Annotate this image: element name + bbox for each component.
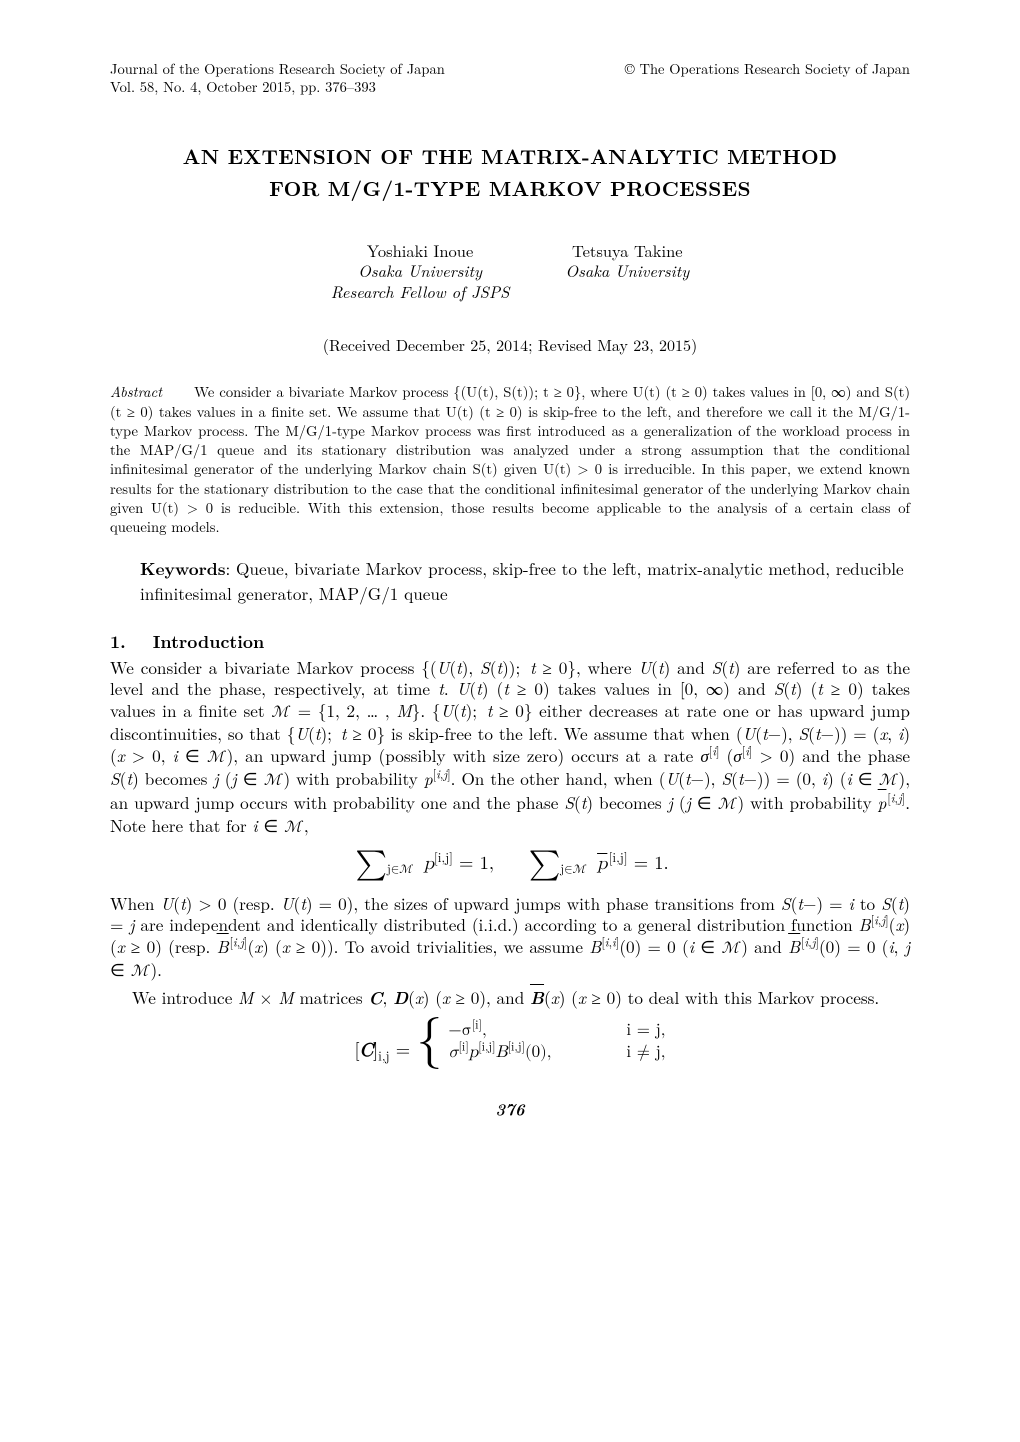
section-num: 1.: [110, 629, 126, 654]
author-affil: Osaka University: [331, 260, 510, 281]
copyright: © The Operations Research Society of Jap…: [625, 60, 910, 96]
journal-line: Vol. 58, No. 4, October 2015, pp. 376–39…: [110, 78, 445, 96]
body-text: We consider a bivariate Markov process {…: [110, 657, 910, 1063]
author-affil: Osaka University: [565, 260, 689, 281]
author-name: Yoshiaki Inoue: [331, 240, 510, 261]
journal-info: Journal of the Operations Research Socie…: [110, 60, 445, 96]
section-heading: 1. Introduction: [110, 631, 910, 653]
abstract-text: We consider a bivariate Markov process {…: [110, 382, 910, 537]
journal-line: Journal of the Operations Research Socie…: [110, 60, 445, 78]
paragraph: When U(t) > 0 (resp. U(t) = 0), the size…: [110, 893, 910, 983]
paper-title-line1: AN EXTENSION OF THE MATRIX-ANALYTIC METH…: [110, 144, 910, 170]
abstract: Abstract We consider a bivariate Markov …: [110, 383, 910, 537]
author-affil: Research Fellow of JSPS: [331, 281, 510, 302]
paragraph: We consider a bivariate Markov process {…: [110, 657, 910, 839]
equation-display: [C]i,j = { −σ[i], i = j, σ[i]p[i,j]B[i,j…: [110, 1020, 910, 1063]
authors-block: Yoshiaki Inoue Osaka University Research…: [110, 240, 910, 302]
received-dates: (Received December 25, 2014; Revised May…: [110, 335, 910, 355]
page-number: 376: [110, 1099, 910, 1120]
paragraph: We introduce M × M matrices C, D(x) (x ≥…: [110, 987, 910, 1009]
keywords: Keywords: Queue, bivariate Markov proces…: [140, 557, 910, 604]
author: Tetsuya Takine Osaka University: [565, 240, 689, 302]
equation-display: ∑j∈ℳ p[i,j] = 1, ∑j∈ℳ p [i,j] = 1.: [110, 851, 910, 879]
keywords-text: : Queue, bivariate Markov process, skip-…: [140, 556, 904, 604]
page-header: Journal of the Operations Research Socie…: [110, 60, 910, 96]
section-title: Introduction: [153, 629, 265, 654]
author: Yoshiaki Inoue Osaka University Research…: [331, 240, 510, 302]
abstract-label: Abstract: [110, 382, 162, 402]
author-name: Tetsuya Takine: [565, 240, 689, 261]
keywords-label: Keywords: [140, 557, 226, 581]
paper-title-line2: FOR M/G/1-TYPE MARKOV PROCESSES: [110, 176, 910, 202]
